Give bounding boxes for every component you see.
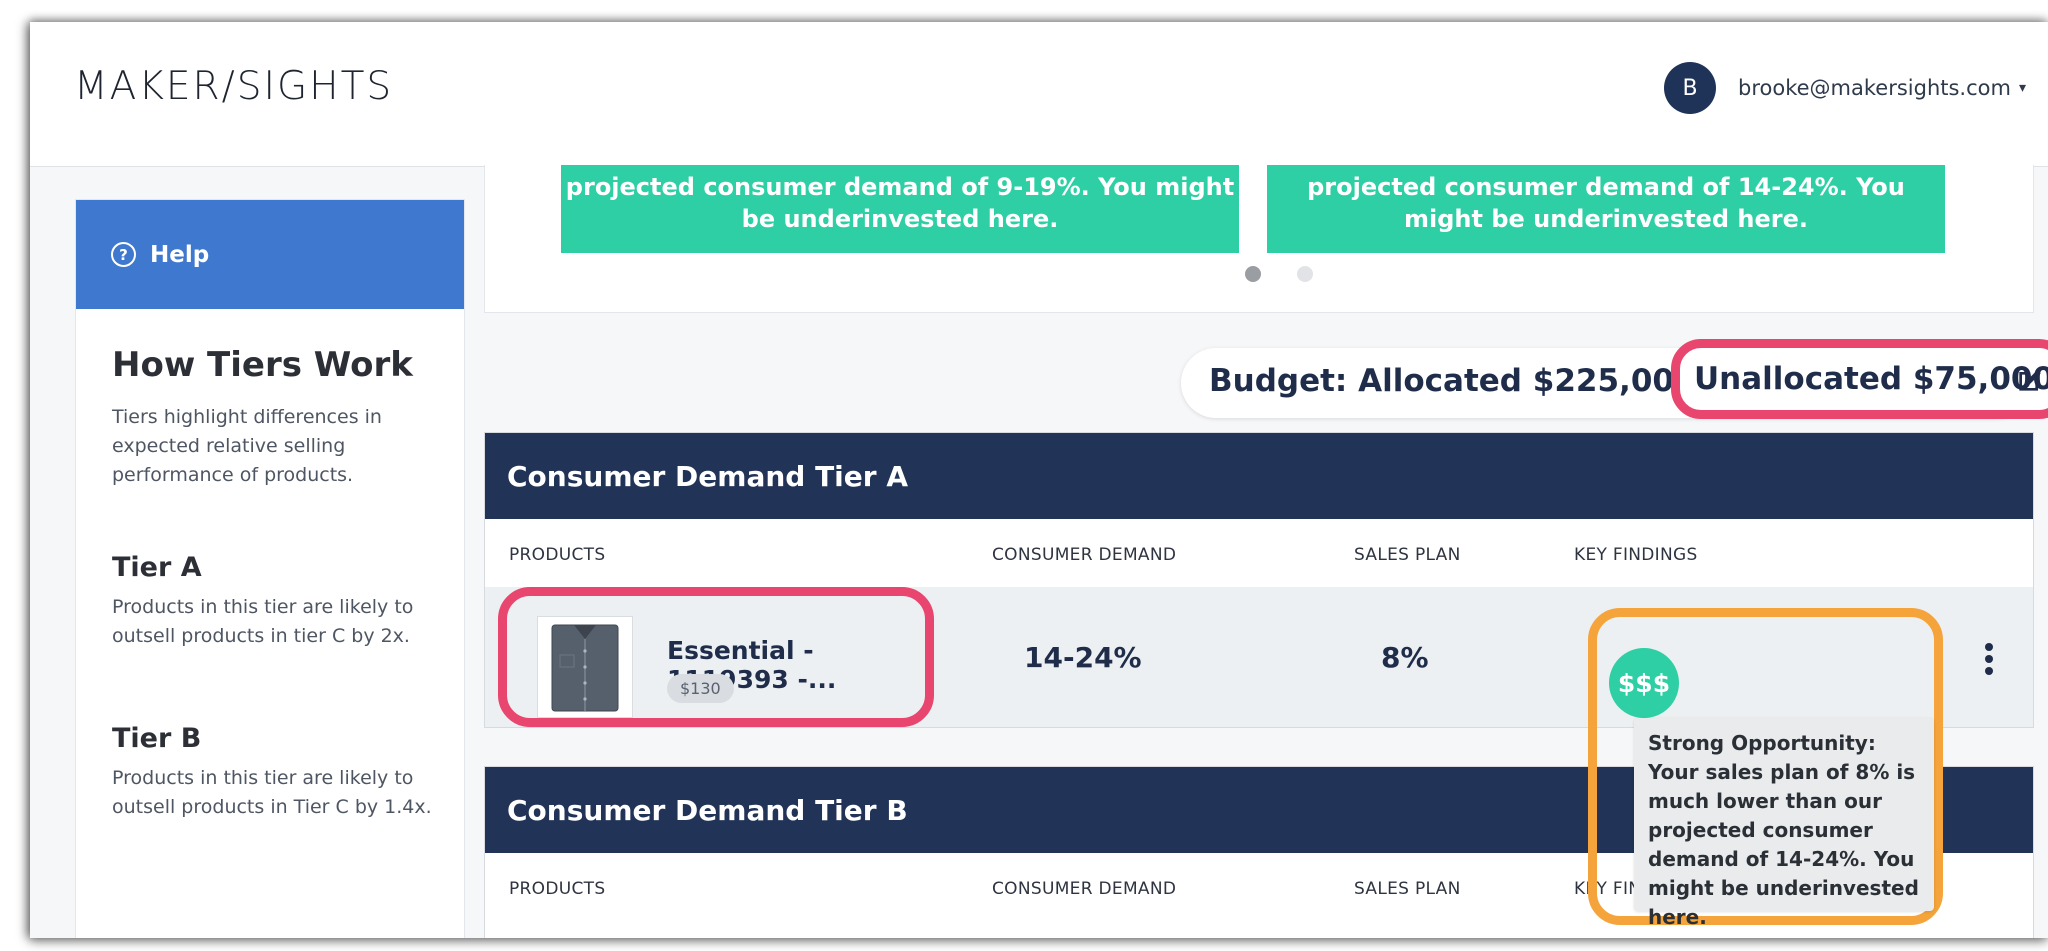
user-email[interactable]: brooke@makersights.com bbox=[1738, 76, 2011, 100]
sidebar-intro: Tiers highlight differences in expected … bbox=[112, 406, 382, 486]
chevron-down-icon[interactable]: ▾ bbox=[2018, 80, 2026, 96]
tier-a-description: Products in this tier are likely to outs… bbox=[112, 596, 414, 647]
column-header-key-findings[interactable]: KEY FINDINGS bbox=[1574, 545, 1698, 565]
tier-a-heading: Tier A bbox=[112, 552, 202, 583]
price-badge: $130 bbox=[667, 674, 734, 703]
more-options-icon[interactable] bbox=[1985, 643, 1993, 675]
column-header-consumer-demand[interactable]: CONSUMER DEMAND bbox=[992, 545, 1177, 565]
budget-allocated: Budget: Allocated $225,000 bbox=[1209, 363, 1696, 399]
table-row[interactable]: Essential - 1119393 -... $130 14-24% 8% bbox=[485, 587, 2033, 727]
shirt-image bbox=[551, 624, 619, 712]
carousel-dot-active[interactable] bbox=[1245, 266, 1261, 282]
product-highlight[interactable]: Essential - 1119393 -... $130 bbox=[498, 587, 934, 727]
column-header-sales-plan[interactable]: SALES PLAN bbox=[1354, 545, 1461, 565]
tier-a-table: Consumer Demand Tier A PRODUCTS CONSUMER… bbox=[484, 432, 2034, 728]
sidebar-title: How Tiers Work bbox=[112, 345, 413, 385]
edit-icon[interactable] bbox=[2014, 364, 2046, 396]
budget-summary: Budget: Allocated $225,000 Unallocated $… bbox=[1181, 339, 2048, 419]
finding-tooltip: Strong Opportunity: Your sales plan of 8… bbox=[1634, 718, 1934, 929]
insight-carousel: projected consumer demand of 9-19%. You … bbox=[484, 165, 2034, 313]
sales-plan-value[interactable]: 8% bbox=[1381, 641, 1429, 674]
column-header-sales-plan[interactable]: SALES PLAN bbox=[1354, 879, 1461, 899]
consumer-demand-value: 14-24% bbox=[1024, 641, 1142, 674]
help-header[interactable]: ? Help bbox=[76, 200, 464, 309]
tier-b-heading: Tier B bbox=[112, 723, 202, 754]
help-label: Help bbox=[150, 241, 210, 268]
avatar[interactable]: B bbox=[1664, 62, 1717, 114]
carousel-dot[interactable] bbox=[1297, 266, 1313, 282]
strong-opportunity-badge[interactable]: $$$ bbox=[1609, 648, 1679, 718]
key-findings-highlight bbox=[1588, 608, 1943, 925]
product-image[interactable] bbox=[537, 616, 633, 718]
column-header-products[interactable]: PRODUCTS bbox=[509, 879, 606, 899]
insight-card[interactable]: projected consumer demand of 14-24%. You… bbox=[1267, 165, 1945, 253]
help-sidebar: ? Help How Tiers Work Tiers highlight di… bbox=[75, 199, 465, 938]
help-icon: ? bbox=[111, 242, 136, 267]
column-header-consumer-demand[interactable]: CONSUMER DEMAND bbox=[992, 879, 1177, 899]
app-window: MAKER/SIGHTS B brooke@makersights.com ▾ … bbox=[30, 22, 2048, 938]
budget-unallocated-label: Unallocated $75,000 bbox=[1694, 361, 2048, 397]
column-header-products[interactable]: PRODUCTS bbox=[509, 545, 606, 565]
makersights-logo[interactable]: MAKER/SIGHTS bbox=[74, 64, 394, 109]
tier-b-description: Products in this tier are likely to outs… bbox=[112, 767, 432, 818]
top-bar: MAKER/SIGHTS B brooke@makersights.com ▾ bbox=[30, 22, 2048, 167]
budget-unallocated[interactable]: Unallocated $75,000 bbox=[1671, 339, 2048, 419]
insight-card[interactable]: projected consumer demand of 9-19%. You … bbox=[561, 165, 1239, 253]
user-menu[interactable]: B brooke@makersights.com ▾ bbox=[1664, 62, 2026, 114]
tier-title: Consumer Demand Tier A bbox=[485, 433, 2033, 519]
